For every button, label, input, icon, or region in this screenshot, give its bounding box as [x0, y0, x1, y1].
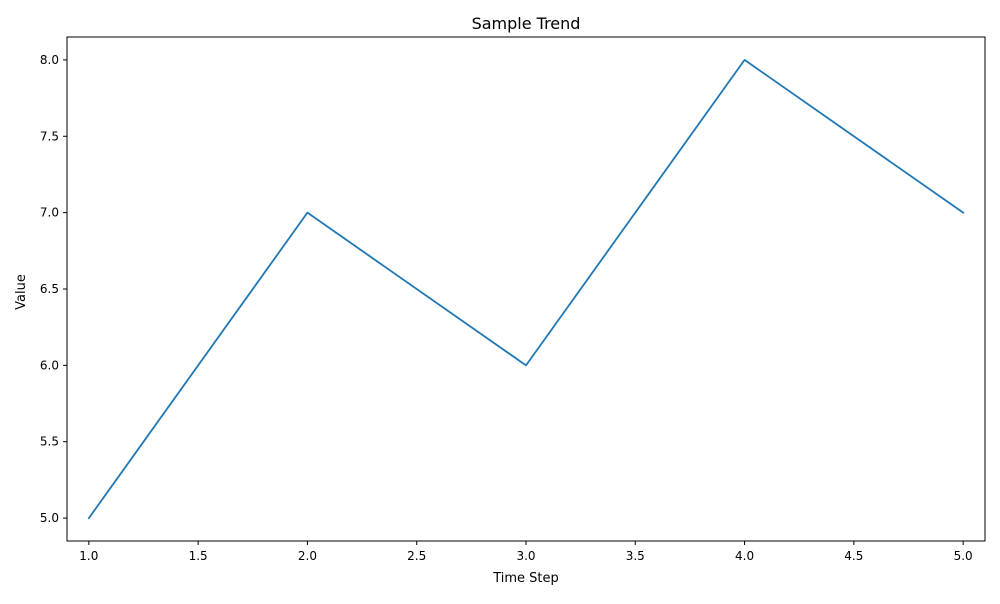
y-axis-label: Value	[14, 274, 29, 310]
x-tick-label: 5.0	[954, 549, 973, 563]
x-tick-label: 4.0	[735, 549, 754, 563]
y-tick-label: 5.0	[40, 511, 59, 525]
x-tick-label: 2.0	[298, 549, 317, 563]
x-tick-label: 1.0	[79, 549, 98, 563]
series-line-1	[87, 59, 965, 520]
x-tick-label: 1.5	[189, 549, 208, 563]
y-tick-label: 8.0	[40, 53, 59, 67]
x-tick-label: 3.0	[516, 549, 535, 563]
series-layer	[87, 59, 965, 520]
x-axis: 1.0 1.5 2.0 2.5 3.0 3.5 4.0 4.5 5.0	[79, 541, 973, 563]
y-tick-label: 7.0	[40, 206, 59, 220]
x-tick-label: 3.5	[626, 549, 645, 563]
y-tick-label: 6.0	[40, 358, 59, 372]
x-tick-label: 4.5	[844, 549, 863, 563]
plot-area	[66, 36, 986, 542]
chart-title: Sample Trend	[472, 14, 581, 33]
x-axis-label: Time Step	[492, 571, 559, 586]
x-tick-label: 2.5	[407, 549, 426, 563]
plot-frame	[66, 36, 986, 542]
y-tick-label: 6.5	[40, 282, 59, 296]
y-tick-label: 7.5	[40, 129, 59, 143]
y-tick-label: 5.5	[40, 435, 59, 449]
y-axis: 5.0 5.5 6.0 6.5 7.0 7.5 8.0	[40, 53, 67, 525]
